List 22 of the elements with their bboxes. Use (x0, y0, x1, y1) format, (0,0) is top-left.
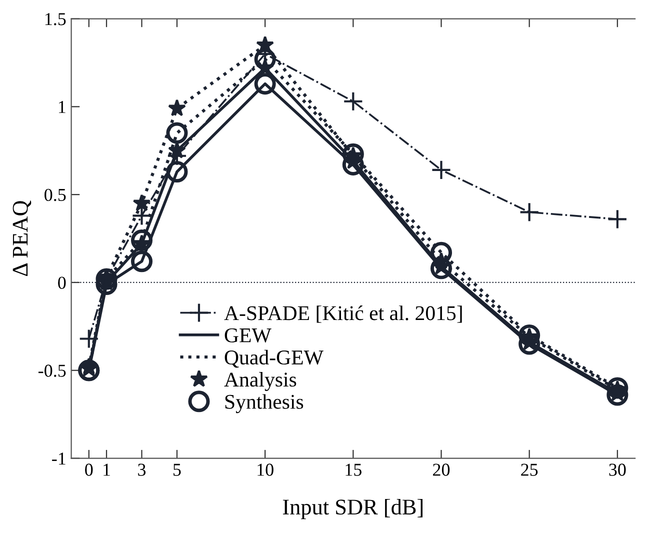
x-tick-label: 20 (433, 464, 450, 476)
x-tick-label: 0 (85, 464, 93, 476)
x-tick-label: 1 (104, 464, 110, 476)
y-tick-label: 0.5 (44, 188, 66, 202)
legend-label: Analysis (224, 372, 296, 391)
x-tick-label: 15 (346, 464, 362, 476)
legend-label: A-SPADE [Kitić et al. 2015] (224, 306, 462, 323)
x-tick-label: 30 (609, 464, 626, 476)
x-axis-title: Input SDR [dB] (282, 498, 422, 520)
x-tick-label: 10 (258, 464, 274, 476)
y-tick-label: 0 (58, 276, 66, 289)
legend-label: Synthesis (225, 394, 304, 414)
y-axis-title: Δ PEAQ (12, 200, 32, 276)
y-tick-label: -1 (52, 452, 66, 465)
legend-label: Quad-GEW (224, 350, 324, 368)
legend-label: GEW (224, 328, 272, 342)
y-tick-label: -0.5 (38, 364, 66, 377)
x-tick-label: 5 (174, 464, 181, 476)
y-tick-label: 1 (58, 101, 66, 113)
x-tick-label: 25 (521, 464, 538, 476)
x-tick-label: 3 (138, 464, 146, 476)
y-tick-label: 1.5 (45, 13, 66, 26)
